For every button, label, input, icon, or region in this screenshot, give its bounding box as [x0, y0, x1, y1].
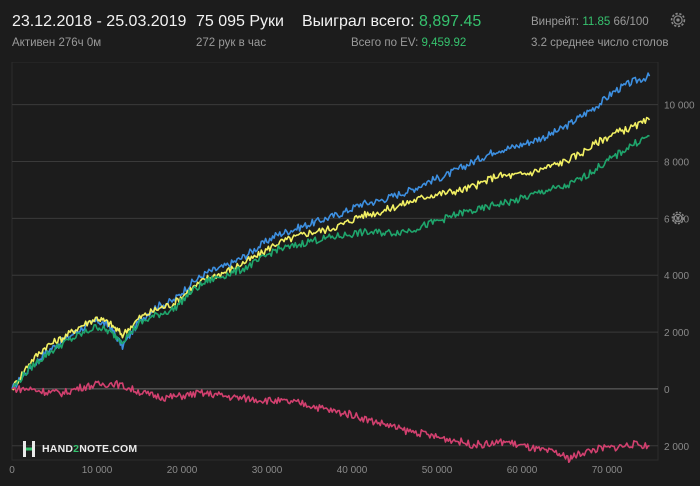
- hands-count: 75 095 Руки: [196, 13, 284, 30]
- y-tick-label: 2 000: [664, 442, 689, 453]
- x-tick-label: 50 000: [422, 465, 453, 476]
- x-tick-label: 60 000: [507, 465, 538, 476]
- winrate: Винрейт: 11.85 66/100: [531, 16, 649, 28]
- ev-total: Всего по EV: 9,459.92: [351, 37, 466, 49]
- hands-per-hour: 272 рук в час: [196, 37, 267, 49]
- brand-name: HAND2NOTE.COM: [42, 443, 138, 455]
- avg-tables: 3.2 среднее число столов: [531, 37, 669, 49]
- x-tick-label: 20 000: [167, 465, 198, 476]
- y-tick-labels: 2 000 0 2 000 4 000 6 000 8 000 10 000: [664, 101, 695, 453]
- winrate-value: 11.85: [582, 16, 611, 28]
- grid-lines: [11, 61, 659, 461]
- series-line: [11, 72, 651, 390]
- series-lines: [11, 72, 651, 464]
- x-tick-label: 70 000: [592, 465, 623, 476]
- won-value: 8,897.45: [419, 13, 482, 30]
- x-tick-label: 40 000: [337, 465, 368, 476]
- y-tick-label: 0: [664, 385, 670, 396]
- x-tick-labels: 0 10 000 20 000 30 000 40 000 50 000 60 000 70 …: [9, 465, 623, 476]
- hand2note-logo-icon: [23, 441, 35, 457]
- y-tick-label: 8 000: [664, 158, 689, 169]
- x-tick-label: 0: [9, 465, 15, 476]
- date-range: 23.12.2018 - 25.03.2019: [12, 13, 187, 30]
- x-tick-label: 30 000: [252, 465, 283, 476]
- series-line: [11, 379, 650, 464]
- won-total: Выиграл всего: 8,897.45: [302, 13, 481, 31]
- ev-value: 9,459.92: [421, 37, 467, 49]
- series-line: [11, 134, 650, 390]
- ev-label: Всего по EV:: [351, 37, 419, 49]
- y-tick-label: 2 000: [664, 328, 689, 339]
- active-time: Активен 276ч 0м: [12, 37, 102, 49]
- hand2note-brand: HAND2NOTE.COM: [22, 440, 137, 458]
- summary-header: 23.12.2018 - 25.03.2019 Активен 276ч 0м …: [0, 0, 700, 62]
- chart-area: 2 000 0 2 000 4 000 6 000 8 000 10 000 0 10 000…: [0, 61, 700, 481]
- y-tick-label: 10 000: [664, 101, 695, 112]
- series-line: [11, 116, 651, 391]
- x-tick-label: 10 000: [82, 465, 113, 476]
- y-tick-label: 6 000: [664, 214, 689, 225]
- winrate-suffix: 66/100: [613, 16, 649, 28]
- won-label: Выиграл всего:: [302, 13, 415, 30]
- y-tick-label: 4 000: [664, 271, 689, 282]
- winrate-label: Винрейт:: [531, 16, 580, 28]
- profit-chart: 2 000 0 2 000 4 000 6 000 8 000 10 000 0 10 000…: [9, 61, 695, 476]
- plot-frame: [11, 61, 659, 461]
- gear-icon[interactable]: [670, 210, 686, 226]
- gear-icon[interactable]: [669, 11, 687, 29]
